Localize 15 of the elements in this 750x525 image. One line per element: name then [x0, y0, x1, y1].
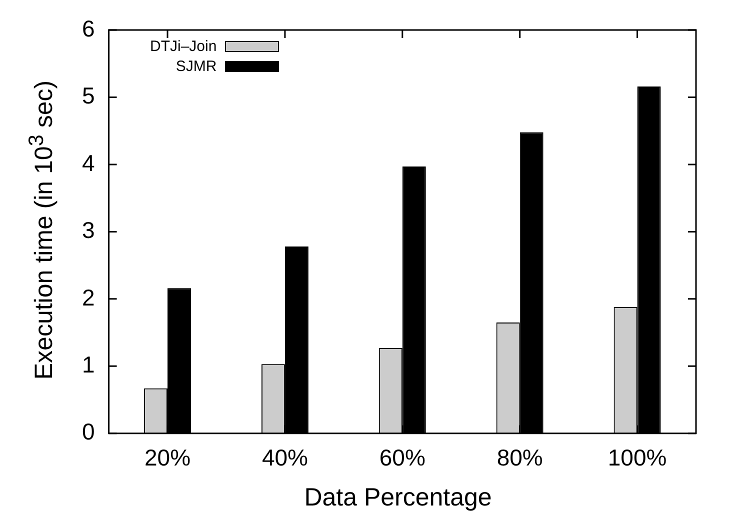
- x-tick-label: 20%: [144, 444, 191, 471]
- y-tick-label: 1: [82, 352, 95, 378]
- x-axis-title: Data Percentage: [304, 484, 492, 512]
- y-tick-label: 4: [82, 150, 95, 176]
- legend-label: SJMR: [176, 58, 217, 74]
- y-tick-label: 3: [82, 217, 95, 244]
- y-tick-label: 2: [82, 284, 95, 310]
- x-tick-label: 40%: [262, 444, 308, 471]
- x-tick-label: 60%: [379, 444, 426, 471]
- y-tick-label: 6: [82, 15, 95, 42]
- y-tick-label: 5: [82, 82, 95, 109]
- legend-label: DTJi–Join: [150, 38, 217, 54]
- x-tick-label: 80%: [496, 444, 543, 471]
- y-tick-label: 0: [82, 418, 95, 445]
- x-tick-label: 100%: [608, 444, 667, 471]
